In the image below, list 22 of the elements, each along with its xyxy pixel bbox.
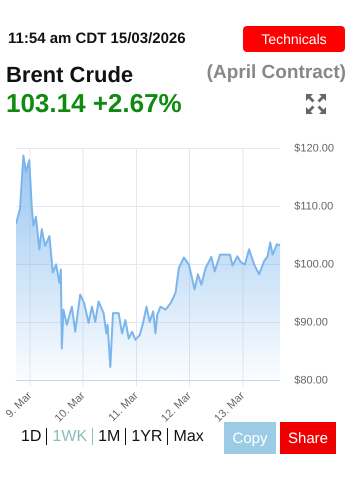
x-tick-label: 9. Mar [4,390,35,420]
text: Share [280,422,336,454]
chart-subtitle: (April Contract) [206,62,346,84]
y-tick-label: $120.00 [294,142,334,155]
text: Copy [232,430,268,446]
text: 11:54 am CDT 15/03/2026 [8,30,186,47]
x-tick-label: 10. Mar [52,390,88,425]
text: 1M [93,428,126,445]
x-tick-label: 12. Mar [159,390,194,425]
y-tick-label: $100.00 [294,258,334,270]
y-tick-label: $80.00 [294,374,328,386]
text: Max [172,428,205,445]
text: 103.14 +2.67% [6,88,182,119]
x-tick-label: 11. Mar [106,390,141,424]
text: 1WK [47,428,94,445]
chart-title: Brent Crude [6,62,134,88]
x-tick-label: 13. Mar [212,390,248,425]
text: 1D [16,428,48,445]
y-tick-label: $90.00 [294,316,328,328]
y-tick-label: $110.00 [294,200,334,213]
text: Technicals [243,26,345,52]
text: 1YR [126,428,168,445]
